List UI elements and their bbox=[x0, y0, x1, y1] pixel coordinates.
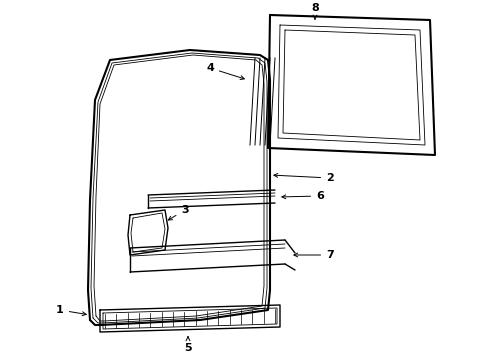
Text: 4: 4 bbox=[206, 63, 245, 80]
Text: 6: 6 bbox=[282, 191, 324, 201]
Text: 3: 3 bbox=[169, 205, 189, 220]
Text: 7: 7 bbox=[294, 250, 334, 260]
Text: 2: 2 bbox=[274, 173, 334, 183]
Text: 1: 1 bbox=[56, 305, 86, 316]
Text: 8: 8 bbox=[311, 3, 319, 19]
Text: 5: 5 bbox=[184, 337, 192, 353]
